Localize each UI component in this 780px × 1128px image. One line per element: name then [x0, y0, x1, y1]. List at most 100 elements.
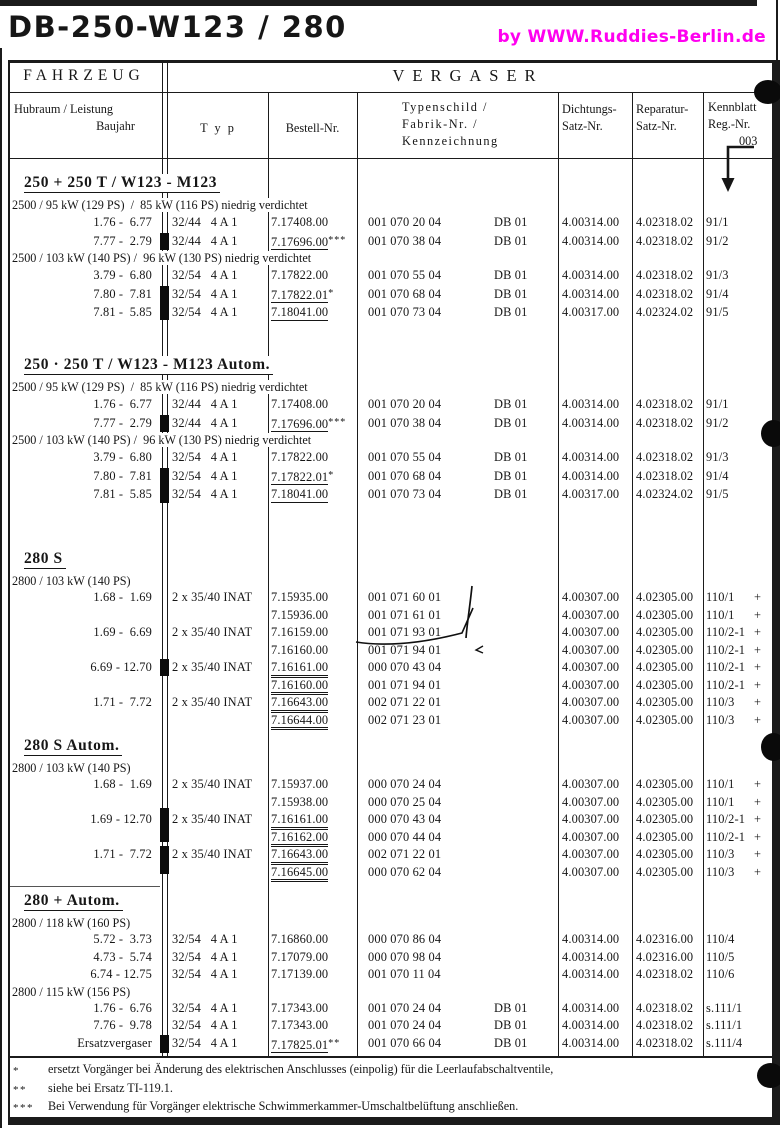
- cell-kennblatt-reg-nr: 110/3: [706, 695, 735, 709]
- cell-dichtungs-satz-nr: 4.00307.00: [562, 590, 620, 604]
- cell-kennblatt-reg-nr: s.111/1: [706, 1000, 743, 1015]
- cell-reparatur-satz-nr: 4.02318.02: [636, 233, 694, 248]
- cell-bestell-nr: 7.18041.00: [271, 303, 329, 322]
- cell-plus-mark: +: [754, 590, 762, 604]
- cell-reparatur-satz-nr: 4.02305.00: [636, 812, 694, 826]
- footnote: * ersetzt Vorgänger bei Änderung des ele…: [0, 1061, 772, 1079]
- cell-dichtungs-satz-nr: 4.00314.00: [562, 932, 620, 946]
- section-title: 280 + Autom.: [24, 892, 123, 911]
- cell-fabrik-nr: 001 070 24 04: [368, 1000, 442, 1015]
- cell-fabrik-nr: 001 070 55 04: [368, 450, 442, 464]
- cell-baujahr: 1.76 - 6.77: [93, 397, 152, 411]
- column-line-dichtungs-reparatur: [632, 92, 634, 1056]
- cell-bestell-nr: 7.17822.01*: [271, 285, 334, 305]
- cell-kennblatt-reg-nr: 91/4: [706, 468, 729, 483]
- cell-bestell-nr: 7.16161.00: [271, 659, 329, 678]
- header-kennblatt-2: Reg.-Nr.: [708, 117, 751, 131]
- cell-fabrik-nr: 002 071 22 01: [368, 847, 442, 861]
- cell-fabrik-nr: 001 070 68 04: [368, 286, 442, 301]
- cell-fabrik-nr: 001 070 73 04: [368, 487, 442, 501]
- cell-bestell-nr: 7.15936.00: [271, 607, 328, 625]
- bestell-number: 7.17696.00: [271, 416, 329, 432]
- cell-dichtungs-satz-nr: 4.00307.00: [562, 812, 620, 826]
- cell-fabrik-nr: 000 070 98 04: [368, 949, 442, 964]
- table-row: 1.71 - 7.72 2 x 35/40 INAT 7.16643.00 002 0…: [0, 694, 780, 713]
- bestell-number: 7.15935.00: [271, 590, 329, 604]
- cell-dichtungs-satz-nr: 4.00317.00: [562, 305, 620, 319]
- cell-kennblatt-reg-nr: 91/2: [706, 233, 729, 248]
- table-row: 7.76 - 9.78 32/54 4 A 1 7.17343.00 001 070 …: [0, 1017, 780, 1035]
- cell-bestell-nr: 7.17343.00: [271, 1000, 328, 1018]
- cell-fabrik-nr: 001 071 94 01: [368, 642, 442, 657]
- separator-tape-mark: [160, 233, 169, 250]
- cell-dichtungs-satz-nr: 4.00317.00: [562, 487, 620, 501]
- engine-variant-label: 2800 / 103 kW (140 PS): [12, 761, 135, 775]
- cell-typ: 32/54 4 A 1: [172, 305, 238, 319]
- table-row: 5.72 - 3.73 32/54 4 A 1 7.16860.00 000 070 …: [0, 931, 780, 949]
- cell-kennblatt-reg-nr: 110/1: [706, 607, 735, 622]
- header-reparatur-2: Satz-Nr.: [636, 119, 677, 133]
- cell-fabrik-nr: 002 071 23 01: [368, 712, 442, 727]
- cell-dichtungs-satz-nr: 4.00307.00: [562, 695, 620, 709]
- bestell-number: 7.16161.00: [271, 660, 329, 678]
- bestell-number: 7.16643.00: [271, 695, 329, 713]
- cell-dichtungs-satz-nr: 4.00314.00: [562, 233, 620, 248]
- cell-baujahr: 1.68 - 1.69: [93, 590, 152, 604]
- cell-dichtungs-satz-nr: 4.00307.00: [562, 642, 620, 657]
- scan-edge-right-bar: [772, 60, 780, 1125]
- bestell-number: 7.16162.00: [271, 829, 329, 847]
- footnote-marker: ***: [13, 1102, 34, 1114]
- cell-kennzeichnung: DB 01: [494, 1035, 528, 1050]
- cell-fabrik-nr: 001 070 73 04: [368, 305, 442, 319]
- bestell-number: 7.16161.00: [271, 812, 329, 830]
- cell-baujahr: 3.79 - 6.80: [93, 268, 152, 282]
- cell-plus-mark: +: [754, 777, 762, 791]
- table-row: 7.80 - 7.81 32/54 4 A 1 7.17822.01* 001 070…: [0, 467, 780, 485]
- table-row: 1.76 - 6.77 32/44 4 A 1 7.17408.00 001 070 …: [0, 213, 780, 232]
- cell-kennzeichnung: DB 01: [494, 1018, 528, 1032]
- vehicle-section: 250 + 250 T / W123 - M123 2500 / 95 kW (1…: [0, 171, 780, 322]
- engine-variant-row: 2800 / 118 kW (160 PS): [0, 915, 780, 931]
- cell-kennzeichnung: DB 01: [494, 450, 528, 464]
- cell-typ: 2 x 35/40 INAT: [172, 847, 253, 861]
- table-row: 1.68 - 1.69 2 x 35/40 INAT 7.15935.00 001 0…: [0, 589, 780, 607]
- header-vergaser: VERGASER: [392, 66, 544, 85]
- cell-plus-mark: +: [754, 829, 762, 844]
- table-row: 1.71 - 7.72 2 x 35/40 INAT 7.16643.00 002 0…: [0, 846, 780, 865]
- punch-hole: [761, 733, 780, 761]
- vehicle-section: 280 S 2800 / 103 kW (140 PS) 1.68 - 1.69 2 …: [0, 547, 780, 730]
- bestell-number: 7.17822.00: [271, 268, 329, 282]
- cell-reparatur-satz-nr: 4.02324.02: [636, 305, 694, 319]
- cell-typ: 32/54 4 A 1: [172, 1018, 238, 1032]
- table-row: 7.77 - 2.79 32/44 4 A 1 7.17696.00*** 001 0…: [0, 414, 780, 434]
- footnote-marker: *: [328, 469, 335, 481]
- cell-plus-mark: +: [754, 794, 762, 809]
- cell-reparatur-satz-nr: 4.02318.02: [636, 268, 694, 282]
- section-title-row: 280 S Autom.: [0, 734, 780, 760]
- cell-reparatur-satz-nr: 4.02318.02: [636, 397, 694, 411]
- cell-fabrik-nr: 001 071 94 01: [368, 677, 442, 692]
- cell-fabrik-nr: 000 070 43 04: [368, 812, 442, 826]
- cell-kennzeichnung: DB 01: [494, 397, 528, 411]
- bestell-number: 7.16160.00: [271, 642, 329, 657]
- cell-bestell-nr: 7.15937.00: [271, 776, 328, 794]
- engine-variant-row: 2800 / 115 kW (156 PS): [0, 984, 780, 1000]
- cell-baujahr: 1.71 - 7.72: [93, 847, 152, 861]
- scan-edge-right-thin: [776, 0, 778, 60]
- engine-variant-label: 2800 / 103 kW (140 PS): [12, 574, 135, 588]
- table-row: 7.16644.00 002 071 23 01 4.00307.00 4.02305…: [0, 712, 780, 730]
- cell-fabrik-nr: 001 070 66 04: [368, 1035, 442, 1050]
- cell-bestell-nr: 7.17408.00: [271, 395, 328, 414]
- cell-typ: 2 x 35/40 INAT: [172, 695, 253, 709]
- section-divider-line: [8, 886, 160, 887]
- cell-bestell-nr: 7.17079.00: [271, 949, 328, 967]
- cell-bestell-nr: 7.17696.00***: [271, 414, 346, 434]
- cell-baujahr: 1.68 - 1.69: [93, 777, 152, 791]
- cell-fabrik-nr: 001 070 68 04: [368, 468, 442, 483]
- bestell-number: 7.16160.00: [271, 677, 329, 695]
- cell-kennblatt-reg-nr: 91/1: [706, 215, 729, 229]
- header-reparatur: Reparatur-: [636, 102, 689, 116]
- table-row: 7.81 - 5.85 32/54 4 A 1 7.18041.00 001 070 …: [0, 303, 780, 322]
- separator-tape-mark: [160, 808, 169, 842]
- watermark-link: by WWW.Ruddies-Berlin.de: [497, 27, 766, 47]
